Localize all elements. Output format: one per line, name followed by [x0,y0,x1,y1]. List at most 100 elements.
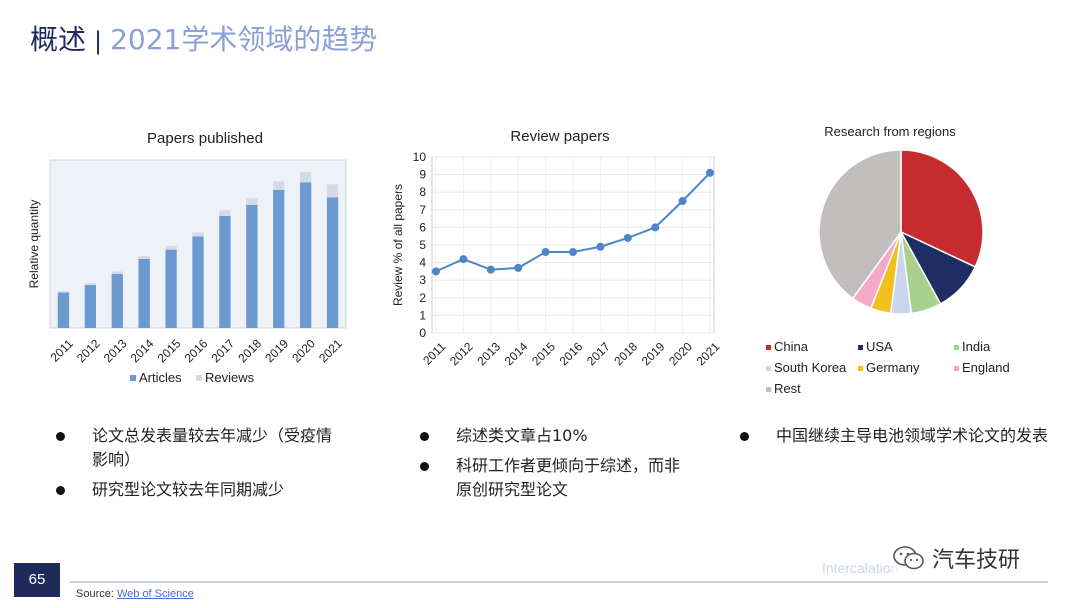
bar-reviews-2021 [326,184,339,198]
line-y-tick: 5 [419,238,426,252]
line-point-2013 [486,265,495,274]
bullet-text: 综述类文章占10% [456,426,588,445]
line-y-tick: 1 [419,308,426,322]
legend-articles-label: Articles [139,370,182,385]
bar-articles-2015 [165,249,177,328]
bar-chart-title: Papers published [147,130,263,147]
legend-reviews-label: Reviews [205,370,255,385]
bullet-text: 论文总发表量较去年减少（受疫情影响） [92,426,333,469]
bar-x-tick: 2017 [208,336,237,365]
bar-x-tick: 2018 [235,336,264,365]
legend-reviews-swatch [196,375,202,381]
line-chart: 0 1 2 3 4 5 6 7 8 9 10 2011201220132014201520162017… [391,150,723,368]
bar-reviews-2017 [219,210,231,216]
pie-legend-swatch [954,345,959,350]
line-x-tick: 2016 [557,339,586,368]
bullets-col2: 综述类文章占10% 科研工作者更倾向于综述，而非原创研究型论文 [420,424,680,508]
bar-x-tick: 2019 [262,336,291,365]
line-y-tick: 2 [419,291,426,305]
line-x-tick: 2017 [584,339,613,368]
watermark-text: 汽车技研 [932,548,1021,573]
pie-legend-swatch [766,387,771,392]
bar-reviews-2013 [111,271,123,274]
title-main: 概述 [30,23,87,56]
bar-x-tick: 2011 [48,336,76,364]
pie-legend-swatch [858,345,863,350]
watermark: 汽车技研 [892,542,1021,574]
line-y-tick: 9 [419,168,426,182]
pie-legend-label: China [774,339,809,354]
bar-articles-2019 [273,189,285,328]
bar-articles-2017 [219,216,231,328]
wechat-icon [893,546,924,570]
pie-legend-label: USA [866,339,893,354]
bar-reviews-2016 [192,232,204,237]
bullet-item: 综述类文章占10% [420,424,680,448]
footer-brand: Intercalation [822,560,899,576]
line-y-tick: 0 [419,326,426,340]
bullet-dot-icon [420,462,429,471]
line-x-tick: 2015 [529,339,558,368]
bar-reviews-2011 [57,291,70,293]
bar-articles-2018 [246,204,258,328]
bar-articles-2011 [57,292,70,328]
bar-reviews-2015 [165,245,177,250]
bar-reviews-2020 [299,172,312,183]
line-point-2012 [459,255,468,264]
line-y-tick: 7 [419,203,426,217]
line-x-tick: 2019 [639,339,668,368]
pie-slice-rest [818,149,902,300]
pie-legend-label: Rest [774,381,801,396]
pie-legend-label: India [962,339,991,354]
bullet-dot-icon [56,432,65,441]
bullet-text: 科研工作者更倾向于综述，而非原创研究型论文 [456,456,681,499]
line-x-tick: 2012 [447,339,476,368]
line-y-tick: 4 [419,256,426,270]
bullet-item: 中国继续主导电池领域学术论文的发表 [740,424,1060,448]
line-point-2014 [514,263,523,272]
pie-slice-china [900,149,984,268]
bar-reviews-2012 [84,283,97,286]
line-y-tick: 10 [413,150,427,164]
bar-articles-2013 [111,273,123,328]
line-x-tick: 2013 [474,339,503,368]
line-y-tick: 3 [419,273,426,287]
line-point-2015 [541,248,550,257]
pie-legend-swatch [766,366,771,371]
bar-articles-2020 [299,182,312,328]
bullet-text: 研究型论文较去年同期减少 [92,480,285,499]
bar-x-tick: 2016 [182,336,211,365]
bar-x-tick: 2014 [128,336,157,365]
line-point-2016 [569,248,577,257]
bullet-item: 科研工作者更倾向于综述，而非原创研究型论文 [420,454,680,502]
pie-legend-label: Germany [866,360,920,375]
bar-x-tick: 2015 [155,336,184,365]
legend-articles-swatch [130,375,136,381]
bar-reviews-2018 [246,198,258,205]
footer-divider [70,581,1048,583]
bullets-col3: 中国继续主导电池领域学术论文的发表 [740,424,1060,454]
bullet-text: 中国继续主导电池领域学术论文的发表 [776,426,1049,445]
slide-title: 概述 | 2021学术领域的趋势 [30,18,377,58]
bar-x-tick: 2013 [101,336,130,365]
line-point-2021 [706,168,714,177]
bar-x-tick: 2021 [316,336,345,365]
line-point-2019 [651,223,660,232]
line-point-2018 [623,233,632,242]
line-y-label: Review % of all papers [391,184,405,306]
line-point-2011 [432,267,440,276]
source-link[interactable]: Web of Science [116,588,194,600]
title-subtitle: 2021学术领域的趋势 [110,23,378,56]
bullet-dot-icon [740,432,749,441]
line-x-tick: 2011 [420,339,448,367]
title-separator: | [94,27,103,55]
page-number: 65 [14,563,60,597]
bullet-dot-icon [56,486,65,495]
source-label: Source: [76,588,117,600]
bar-articles-2016 [192,236,204,328]
pie-chart: China USA India South Korea Germany England Re… [766,149,1010,396]
pie-legend-label: England [962,360,1010,375]
line-x-tick: 2021 [694,339,723,368]
line-y-tick: 8 [419,185,426,199]
pie-legend-label: South Korea [774,360,847,375]
